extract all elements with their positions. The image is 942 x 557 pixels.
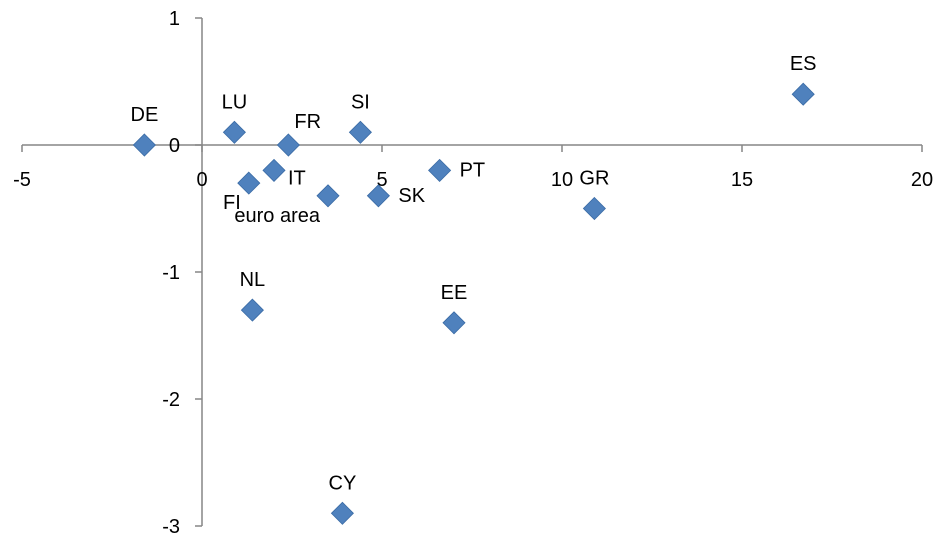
x-tick-label: 5 (376, 169, 387, 191)
data-point-marker (276, 133, 300, 157)
data-point-marker (582, 196, 606, 221)
data-point-label: euro area (234, 205, 320, 227)
data-points (132, 82, 815, 525)
axes-layer (21, 17, 923, 527)
data-point-marker (222, 120, 246, 144)
data-point-marker (262, 158, 286, 182)
data-point-label: CY (329, 472, 357, 494)
data-point-label: LU (222, 91, 248, 113)
data-point-marker (330, 501, 354, 525)
data-point-marker (348, 120, 372, 144)
data-point-marker (237, 171, 261, 195)
x-tick-label: 10 (551, 169, 573, 191)
data-point-label: NL (240, 269, 266, 291)
data-point-label: SI (351, 91, 370, 113)
data-point-label: EE (441, 282, 468, 304)
y-tick-label: -1 (162, 262, 180, 284)
data-point-label: PT (460, 159, 486, 181)
data-point-marker (428, 158, 452, 182)
x-tick-label: 15 (731, 169, 753, 191)
x-tick-label: -5 (13, 169, 31, 191)
x-tick-label: 20 (911, 169, 933, 191)
tick-labels: -5 0 5 10 15 20 -3 -2 -1 0 1 (13, 8, 933, 538)
data-point-label: FI (223, 192, 241, 214)
data-point-marker (240, 298, 264, 322)
y-tick-label: -2 (162, 389, 180, 411)
data-point-marker (366, 184, 390, 208)
data-point-label: FR (294, 111, 321, 133)
data-point-marker (791, 82, 815, 106)
data-point-label: ES (790, 53, 817, 75)
y-tick-label: 1 (169, 8, 180, 30)
data-point-label: IT (288, 167, 306, 189)
data-point-label: SK (398, 185, 425, 207)
data-point-marker (316, 184, 340, 208)
x-tick-label: 0 (196, 169, 207, 191)
data-point-marker (442, 311, 466, 335)
y-tick-label: 0 (169, 135, 180, 157)
data-point-label: GR (579, 168, 609, 190)
data-point-marker (132, 133, 156, 157)
data-point-label: DE (131, 104, 159, 126)
y-tick-label: -3 (162, 516, 180, 538)
